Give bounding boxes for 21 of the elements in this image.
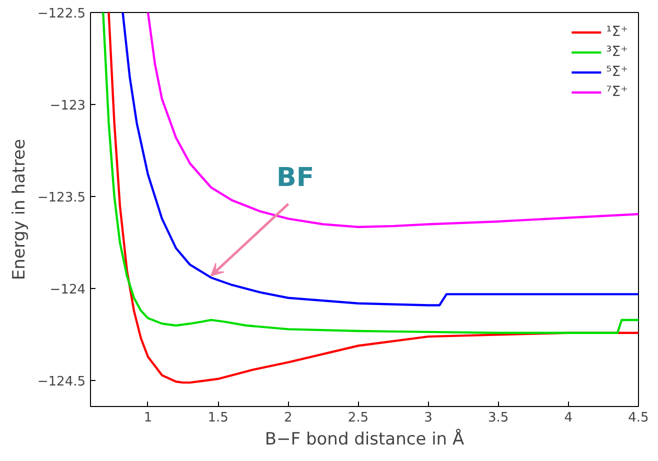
line-series (146, 12, 638, 228)
legend-label: ¹Σ⁺ (606, 24, 628, 40)
annotation: BF (276, 162, 314, 193)
x-tick-label: 2.5 (348, 410, 369, 426)
x-tick-label: 4 (564, 410, 573, 426)
x-axis-title: B−F bond distance in Å (264, 428, 464, 450)
y-tick-label: −124 (50, 282, 86, 298)
legend-label: ⁷Σ⁺ (606, 84, 628, 100)
legend-label: ⁵Σ⁺ (606, 64, 628, 80)
y-tick-label: −123.5 (37, 190, 86, 206)
y-tick-label: −124.5 (37, 374, 86, 390)
y-axis-title: Energy in hatree (9, 138, 30, 280)
x-tick-label: 2 (284, 410, 292, 426)
x-tick-label: 3.5 (488, 410, 509, 426)
x-tick-label: 1 (144, 410, 152, 426)
legend-label: ³Σ⁺ (606, 44, 628, 60)
x-tick-label: 1.5 (208, 410, 228, 426)
y-tick-label: −123 (50, 98, 86, 114)
x-tick-label: 3 (424, 410, 432, 426)
x-tick-label: 4.5 (628, 410, 649, 426)
y-tick-label: −122.5 (37, 6, 86, 22)
